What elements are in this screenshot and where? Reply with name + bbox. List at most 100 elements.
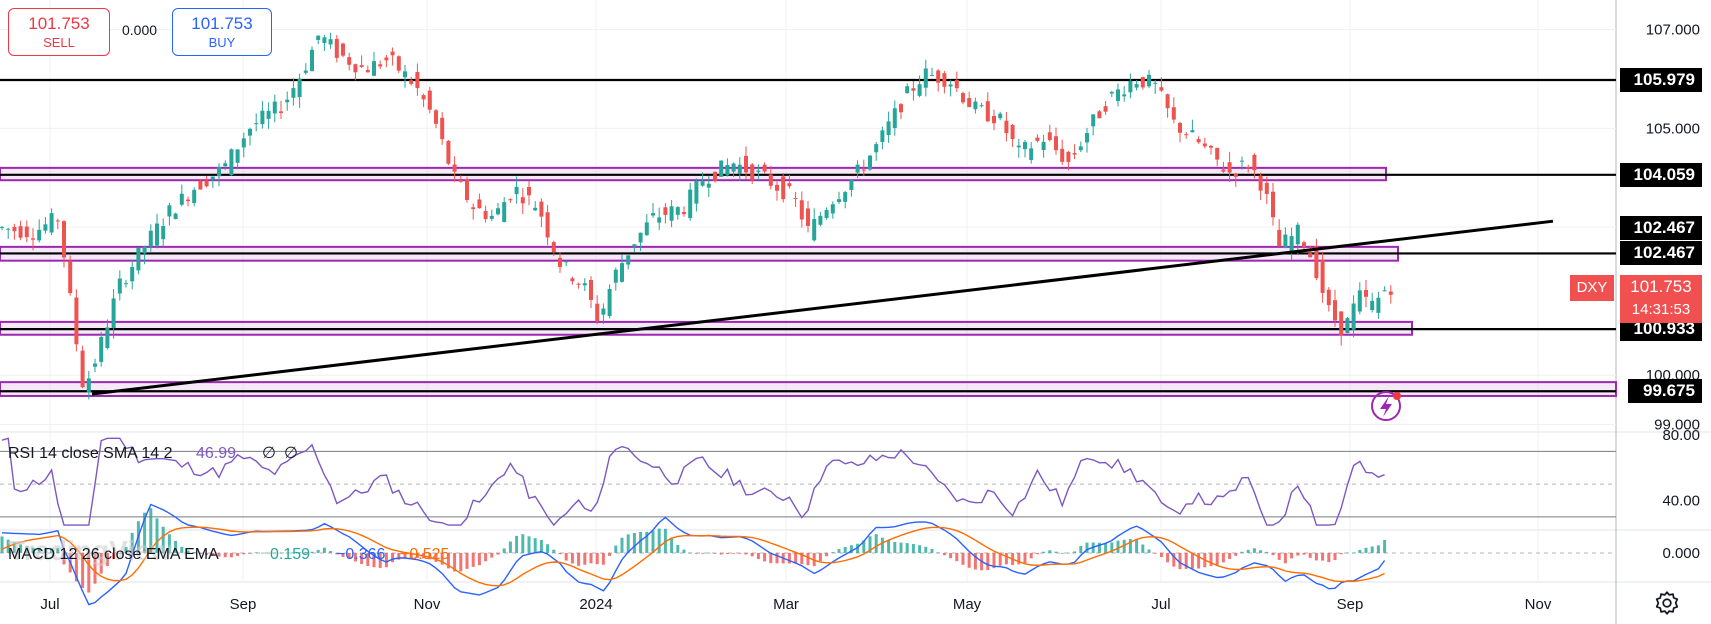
candle-body xyxy=(235,149,240,163)
macd-histogram-bar xyxy=(446,552,450,569)
candle-body xyxy=(923,68,928,88)
macd-histogram-bar xyxy=(1209,552,1213,566)
candle-body xyxy=(1289,236,1294,253)
candle-body xyxy=(843,192,848,202)
macd-histogram-bar xyxy=(12,542,16,553)
candle-body xyxy=(384,57,389,61)
macd-histogram-bar xyxy=(688,552,692,554)
macd-legend[interactable]: MACD 12 26 close EMA EMA xyxy=(8,546,219,563)
macd-histogram-bar xyxy=(496,552,500,555)
candle-body xyxy=(254,123,259,125)
candle-body xyxy=(1295,224,1300,245)
macd-histogram-bar xyxy=(440,552,444,565)
macd-histogram-bar xyxy=(657,528,661,553)
candle-body xyxy=(1283,234,1288,248)
gear-icon[interactable] xyxy=(1654,590,1680,616)
macd-histogram-bar xyxy=(229,552,233,558)
macd-histogram-bar xyxy=(1358,549,1362,553)
candle-body xyxy=(105,327,110,349)
candle-body xyxy=(316,35,321,41)
macd-histogram-bar xyxy=(862,540,866,553)
candle-body xyxy=(806,208,810,226)
candle-body xyxy=(948,84,953,87)
candle-body xyxy=(210,176,215,180)
candle-body xyxy=(700,181,705,186)
candle-body xyxy=(1004,120,1009,134)
macd-histogram-bar xyxy=(372,552,376,568)
candle-body xyxy=(434,110,438,124)
candle-body xyxy=(985,101,990,122)
candle-body xyxy=(651,213,655,216)
candle-body xyxy=(136,247,141,271)
candle-body xyxy=(328,39,333,45)
macd-histogram-bar xyxy=(1376,545,1380,553)
macd-histogram-bar xyxy=(74,552,78,582)
candle-body xyxy=(148,230,153,247)
macd-histogram-bar xyxy=(1141,544,1145,553)
macd-histogram-bar xyxy=(56,548,60,553)
macd-histogram-bar xyxy=(347,552,351,559)
rsi-value: 46.99 xyxy=(196,445,236,462)
macd-histogram-bar xyxy=(304,552,308,553)
macd-histogram-bar xyxy=(1234,552,1238,556)
candle-body xyxy=(564,261,569,263)
level-price-tag: 104.059 xyxy=(1620,162,1702,187)
macd-histogram-bar xyxy=(149,508,153,553)
buy-button[interactable]: 101.753 BUY xyxy=(172,8,272,56)
macd-histogram-bar xyxy=(316,549,320,553)
candle-body xyxy=(341,43,345,56)
candle-body xyxy=(1196,139,1201,143)
macd-histogram-bar xyxy=(893,541,897,553)
macd-histogram-bar xyxy=(880,537,884,553)
candle-body xyxy=(1054,136,1058,151)
macd-histogram-bar xyxy=(1166,552,1170,563)
time-tick-label: Nov xyxy=(414,596,441,613)
macd-histogram-bar xyxy=(632,532,636,553)
macd-histogram-bar xyxy=(118,552,122,554)
candle-body xyxy=(936,70,941,83)
candle-body xyxy=(998,113,1003,119)
candle-body xyxy=(1271,191,1275,218)
macd-histogram-bar xyxy=(1383,539,1387,553)
macd-histogram-bar xyxy=(1060,552,1064,554)
lightning-icon[interactable] xyxy=(1371,391,1401,421)
candle-body xyxy=(967,98,972,108)
candle-body xyxy=(725,164,730,176)
macd-histogram-bar xyxy=(558,552,562,555)
macd-histogram-bar xyxy=(329,551,333,553)
macd-histogram-bar xyxy=(174,540,178,553)
candle-body xyxy=(1326,289,1331,306)
macd-histogram-bar xyxy=(750,552,754,557)
rsi-legend[interactable]: RSI 14 close SMA 14 2 xyxy=(8,445,173,462)
macd-histogram-bar xyxy=(564,552,568,561)
candle-body xyxy=(1370,300,1375,311)
macd-histogram-bar xyxy=(1302,552,1306,555)
macd-histogram-bar xyxy=(112,552,116,560)
macd-histogram-bar xyxy=(37,548,41,553)
macd-histogram-bar xyxy=(887,540,891,553)
candle-body xyxy=(186,199,190,202)
candle-body xyxy=(558,257,562,268)
macd-histogram-bar xyxy=(1333,552,1337,561)
macd-histogram-bar xyxy=(1017,552,1021,565)
macd-histogram-bar xyxy=(924,546,928,553)
candle-body xyxy=(868,155,872,170)
candle-body xyxy=(979,105,984,107)
time-axis[interactable]: Jul Sep Nov 2024 Mar May Jul Sep Nov xyxy=(40,596,1551,613)
macd-histogram-bar xyxy=(577,552,581,566)
candle-body xyxy=(1078,146,1083,151)
macd-histogram-bar xyxy=(502,548,506,553)
macd-histogram-bar xyxy=(87,552,91,593)
candle-body xyxy=(942,73,947,87)
candle-body xyxy=(830,204,835,214)
rsi-extra-2: ∅ xyxy=(284,445,298,462)
macd-histogram-bar xyxy=(1197,552,1201,569)
macd-histogram-bar xyxy=(583,552,587,565)
candle-body xyxy=(750,164,755,181)
sell-button[interactable]: 101.753 SELL xyxy=(8,8,110,56)
candle-body xyxy=(1184,134,1189,136)
candle-body xyxy=(18,226,23,238)
macd-histogram-bar xyxy=(539,539,543,553)
